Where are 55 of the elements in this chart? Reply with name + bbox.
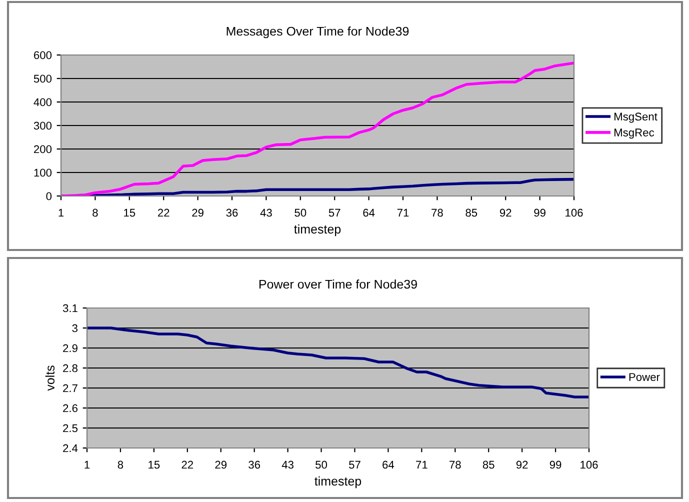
legend-label: MsgSent [614,112,658,123]
chart-title: Messages Over Time for Node39 [226,26,409,38]
y-tick-label: 500 [34,74,52,83]
y-tick-label: 3 [72,324,78,332]
x-tick-label: 22 [158,208,170,217]
legend-label: MsgRec [614,128,654,139]
y-tick-label: 3.1 [62,304,78,312]
y-tick-label: 2.6 [63,404,78,412]
y-tick-label: 200 [34,145,52,154]
x-tick-label: 50 [316,460,328,469]
x-tick-label: 92 [500,208,512,217]
y-axis-title: volts [45,366,54,391]
x-tick-label: 64 [382,460,394,469]
x-tick-label: 29 [215,460,227,469]
x-tick-label: 15 [148,460,160,469]
y-tick-label: 2.4 [63,444,78,452]
x-tick-label: 99 [534,208,546,217]
x-tick-label: 78 [432,208,443,217]
x-tick-label: 92 [516,460,528,469]
x-tick-label: 8 [118,460,124,469]
x-tick-label: 22 [182,460,194,469]
x-tick-label: 36 [226,208,238,217]
legend-label: Power [629,373,660,381]
x-tick-label: 106 [580,460,598,469]
x-tick-label: 106 [566,208,583,217]
x-tick-label: 64 [363,208,375,217]
y-tick-label: 600 [34,51,52,60]
y-tick-label: 400 [34,98,52,106]
x-tick-label: 78 [450,460,461,469]
x-tick-label: 43 [282,460,294,469]
x-tick-label: 43 [260,208,272,217]
y-tick-label: 100 [34,168,52,177]
x-axis-title: timestep [294,224,341,236]
x-tick-label: 71 [416,460,428,469]
y-tick-label: 0 [46,192,52,200]
x-tick-label: 1 [84,460,90,469]
x-tick-label: 57 [349,460,360,469]
x-tick-label: 57 [328,208,340,217]
x-tick-label: 85 [466,208,478,217]
y-tick-label: 2.5 [63,424,78,432]
x-tick-label: 85 [482,460,494,469]
y-tick-label: 2.9 [63,344,78,352]
x-tick-label: 36 [248,460,260,469]
y-tick-label: 2.8 [63,364,78,372]
x-tick-label: 71 [397,208,409,217]
y-tick-label: 2.7 [63,384,78,392]
x-tick-label: 15 [124,208,136,217]
y-tick-label: 300 [34,122,52,130]
x-tick-label: 99 [550,460,562,469]
x-tick-label: 1 [58,208,64,217]
chart-title: Power over Time for Node39 [259,279,417,289]
x-tick-label: 50 [294,208,306,217]
x-tick-label: 29 [192,208,204,217]
x-tick-label: 8 [92,208,98,217]
x-axis-title: timestep [314,476,362,488]
